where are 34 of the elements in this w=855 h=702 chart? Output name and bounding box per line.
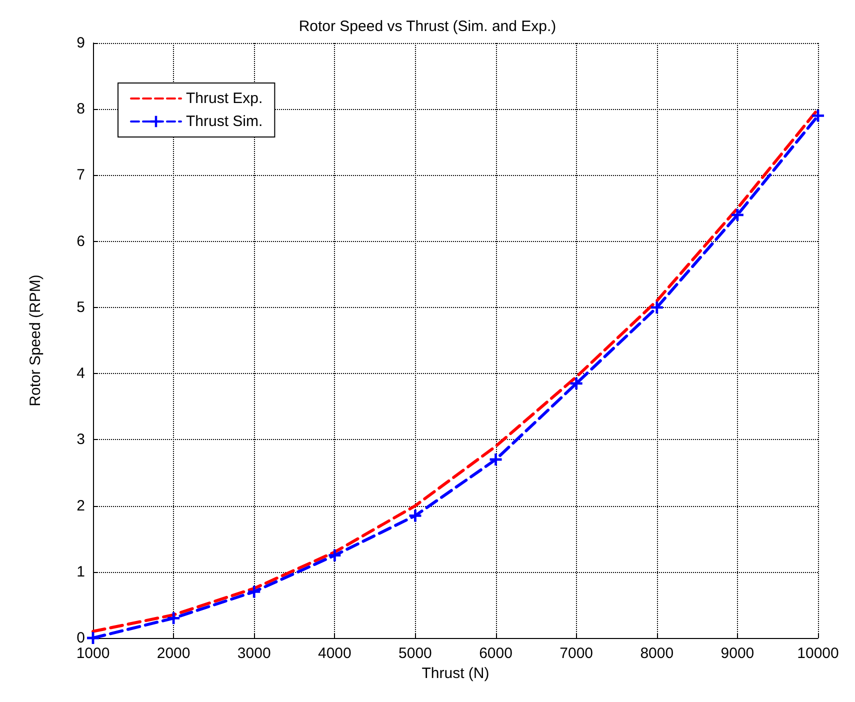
legend-label: Thrust Sim. — [186, 113, 263, 130]
y-tick-label: 9 — [76, 34, 85, 52]
x-tick-label: 10000 — [797, 645, 839, 662]
y-tick-label: 2 — [76, 497, 85, 514]
point — [570, 377, 582, 390]
y-tick-label: 1 — [76, 563, 85, 580]
y-tick-label: 7 — [76, 166, 85, 184]
legend-label: Thrust Exp. — [186, 90, 263, 107]
point — [650, 301, 663, 314]
y-tick-label: 0 — [76, 630, 85, 646]
x-tick-label: 6000 — [479, 645, 512, 662]
y-tick-label: 6 — [76, 232, 85, 250]
y-tick-label: 8 — [76, 100, 85, 118]
point — [812, 110, 824, 122]
x-tick-label: 7000 — [560, 645, 594, 662]
y-axis-title: Rotor Speed (RPM) — [27, 274, 44, 406]
x-tick-label: 3000 — [237, 645, 271, 662]
point — [409, 510, 422, 522]
x-tick-label: 5000 — [398, 645, 432, 662]
x-tick-label: 9000 — [720, 645, 754, 662]
point — [248, 586, 260, 598]
y-tick-label: 3 — [76, 431, 85, 448]
x-tick-label: 1000 — [76, 645, 110, 662]
y-tick-label: 5 — [76, 298, 85, 316]
x-tick-label: 8000 — [640, 645, 674, 662]
x-tick-label: 2000 — [156, 645, 190, 662]
y-tick-label: 4 — [76, 365, 85, 382]
point — [490, 454, 502, 466]
point — [168, 612, 180, 624]
chart-title: Rotor Speed vs Thrust (Sim. and Exp.) — [298, 18, 556, 35]
point — [731, 208, 744, 221]
x-axis-title: Thrust (N) — [422, 665, 490, 682]
x-tick-label: 4000 — [318, 645, 352, 662]
point — [328, 549, 341, 562]
